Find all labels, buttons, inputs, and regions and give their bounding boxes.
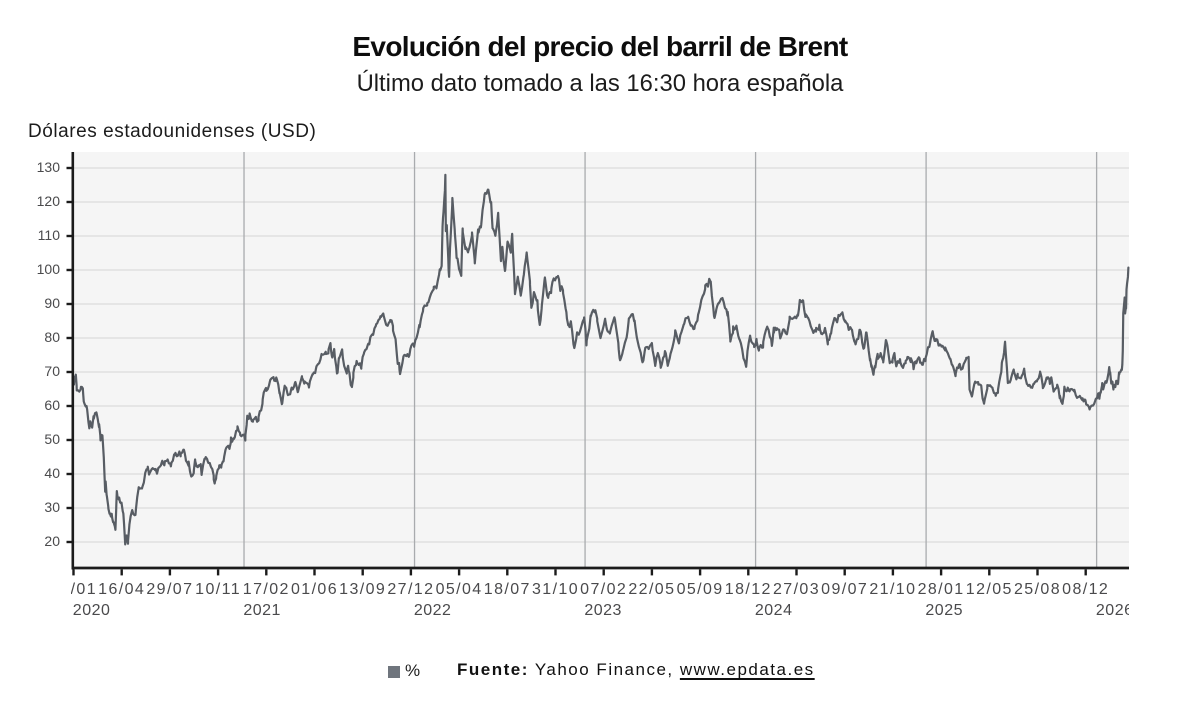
x-tick-label: 31/10 bbox=[531, 581, 580, 598]
y-tick-label: 60 bbox=[44, 396, 60, 413]
y-tick-label: 80 bbox=[44, 328, 60, 345]
x-axis-year-labels: 2020 2021 2022 2023 2024 2025 2026 bbox=[71, 602, 1129, 624]
series-line-percent bbox=[72, 173, 1130, 546]
legend-marker-icon bbox=[388, 666, 400, 678]
x-tick-label: 07/02 bbox=[580, 581, 628, 598]
x-tick-label: 17/02 bbox=[242, 581, 290, 598]
x-year-label: 2024 bbox=[754, 602, 793, 619]
x-tick-label: 02/01 bbox=[71, 581, 98, 598]
y-tick-label: 30 bbox=[44, 498, 60, 515]
x-tick-label: 27/12 bbox=[387, 581, 435, 598]
y-tick-label: 110 bbox=[37, 226, 60, 243]
x-tick-label: 27/03 bbox=[772, 581, 821, 598]
x-year-label: 2021 bbox=[243, 602, 281, 619]
y-tick-label: 120 bbox=[36, 192, 60, 209]
y-axis-title: Dólares estadounidenses (USD) bbox=[28, 121, 317, 142]
x-tick-label: 18/07 bbox=[483, 581, 531, 598]
x-axis-labels: 02/0116/0429/0710/1117/0201/0613/0927/12… bbox=[71, 581, 1129, 603]
plot-background bbox=[73, 152, 1129, 568]
x-tick-label: 16/04 bbox=[98, 581, 146, 598]
source-line: Fuente: Yahoo Finance, www.epdata.es bbox=[457, 660, 815, 680]
x-year-label: 2026 bbox=[1095, 602, 1129, 619]
y-tick-label: 50 bbox=[44, 430, 60, 447]
x-tick-label: 10/11 bbox=[195, 581, 242, 598]
x-tick-label: 08/12 bbox=[1062, 581, 1110, 598]
x-tick-label: 09/07 bbox=[821, 581, 869, 598]
legend-label: % bbox=[405, 661, 421, 680]
x-tick-label: 25/08 bbox=[1013, 581, 1062, 598]
x-year-label: 2020 bbox=[72, 602, 111, 619]
x-tick-label: 18/12 bbox=[724, 581, 772, 598]
legend-and-source: % Fuente: Yahoo Finance, www.epdata.es bbox=[0, 660, 1200, 689]
x-year-label: 2025 bbox=[925, 602, 963, 619]
x-year-label: 2023 bbox=[584, 602, 622, 619]
chart-subtitle: Último dato tomado a las 16:30 hora espa… bbox=[356, 70, 844, 97]
source-text: Yahoo Finance, bbox=[534, 660, 674, 679]
chart-title: Evolución del precio del barril de Brent bbox=[352, 31, 848, 62]
y-tick-label: 100 bbox=[36, 260, 60, 277]
y-tick-label: 70 bbox=[44, 362, 60, 379]
x-tick-label: 13/09 bbox=[339, 581, 387, 598]
y-tick-label: 90 bbox=[44, 294, 60, 311]
x-tick-label: 01/06 bbox=[290, 581, 339, 598]
y-tick-label: 130 bbox=[36, 158, 60, 175]
y-tick-label: 40 bbox=[44, 464, 60, 481]
x-tick-label: 28/01 bbox=[917, 581, 965, 598]
source-label: Fuente: bbox=[457, 660, 529, 679]
x-tick-label: 22/05 bbox=[628, 581, 676, 598]
x-tick-label: 12/05 bbox=[965, 581, 1013, 598]
x-tick-label: 05/04 bbox=[435, 581, 483, 598]
x-tick-label: 29/07 bbox=[146, 581, 194, 598]
x-tick-label: 05/09 bbox=[676, 581, 724, 598]
x-year-label: 2022 bbox=[413, 602, 452, 619]
x-tick-label: 21/10 bbox=[869, 581, 917, 598]
y-tick-label: 20 bbox=[44, 532, 60, 549]
source-link[interactable]: www.epdata.es bbox=[679, 660, 815, 679]
